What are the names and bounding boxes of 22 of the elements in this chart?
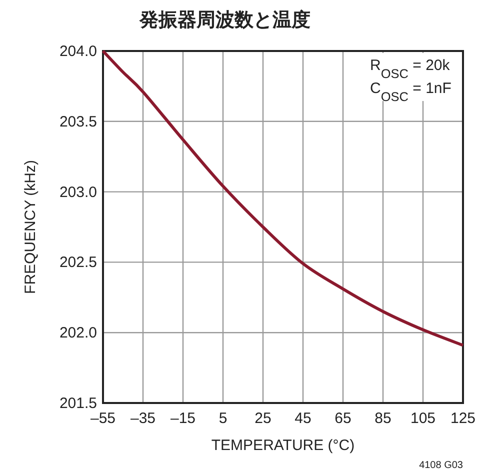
y-axis-title: FREQUENCY (kHz) [22,160,39,294]
x-tick-label: 125 [450,410,476,427]
y-tick-label: 202.0 [59,324,97,342]
y-tick-label: 203.5 [59,113,97,130]
x-tick-label: 85 [374,410,392,427]
y-tick-label: 203.0 [59,184,97,201]
x-tick-label: –55 [90,410,116,427]
text: 4108 G03 [419,460,464,471]
y-tick-label: 201.5 [59,395,97,412]
annotation: C$_{OSC}$ = 1nF [370,80,452,104]
annotation: R$_{OSC}$ = 20k [370,57,450,80]
x-tick-label: 25 [254,410,272,427]
x-axis-title: TEMPERATURE (°C) [211,437,355,454]
x-tick-label: –35 [130,410,156,427]
y-tick-label: 202.5 [59,254,97,272]
y-tick-label: 204.0 [59,43,97,60]
x-tick-label: 45 [294,410,312,427]
x-tick-label: –15 [170,410,196,427]
x-tick-label: 65 [334,410,352,427]
x-tick-label: 5 [218,410,228,427]
chart-title: 発振器周波数と温度 [138,9,310,31]
x-tick-label: 105 [410,410,436,427]
